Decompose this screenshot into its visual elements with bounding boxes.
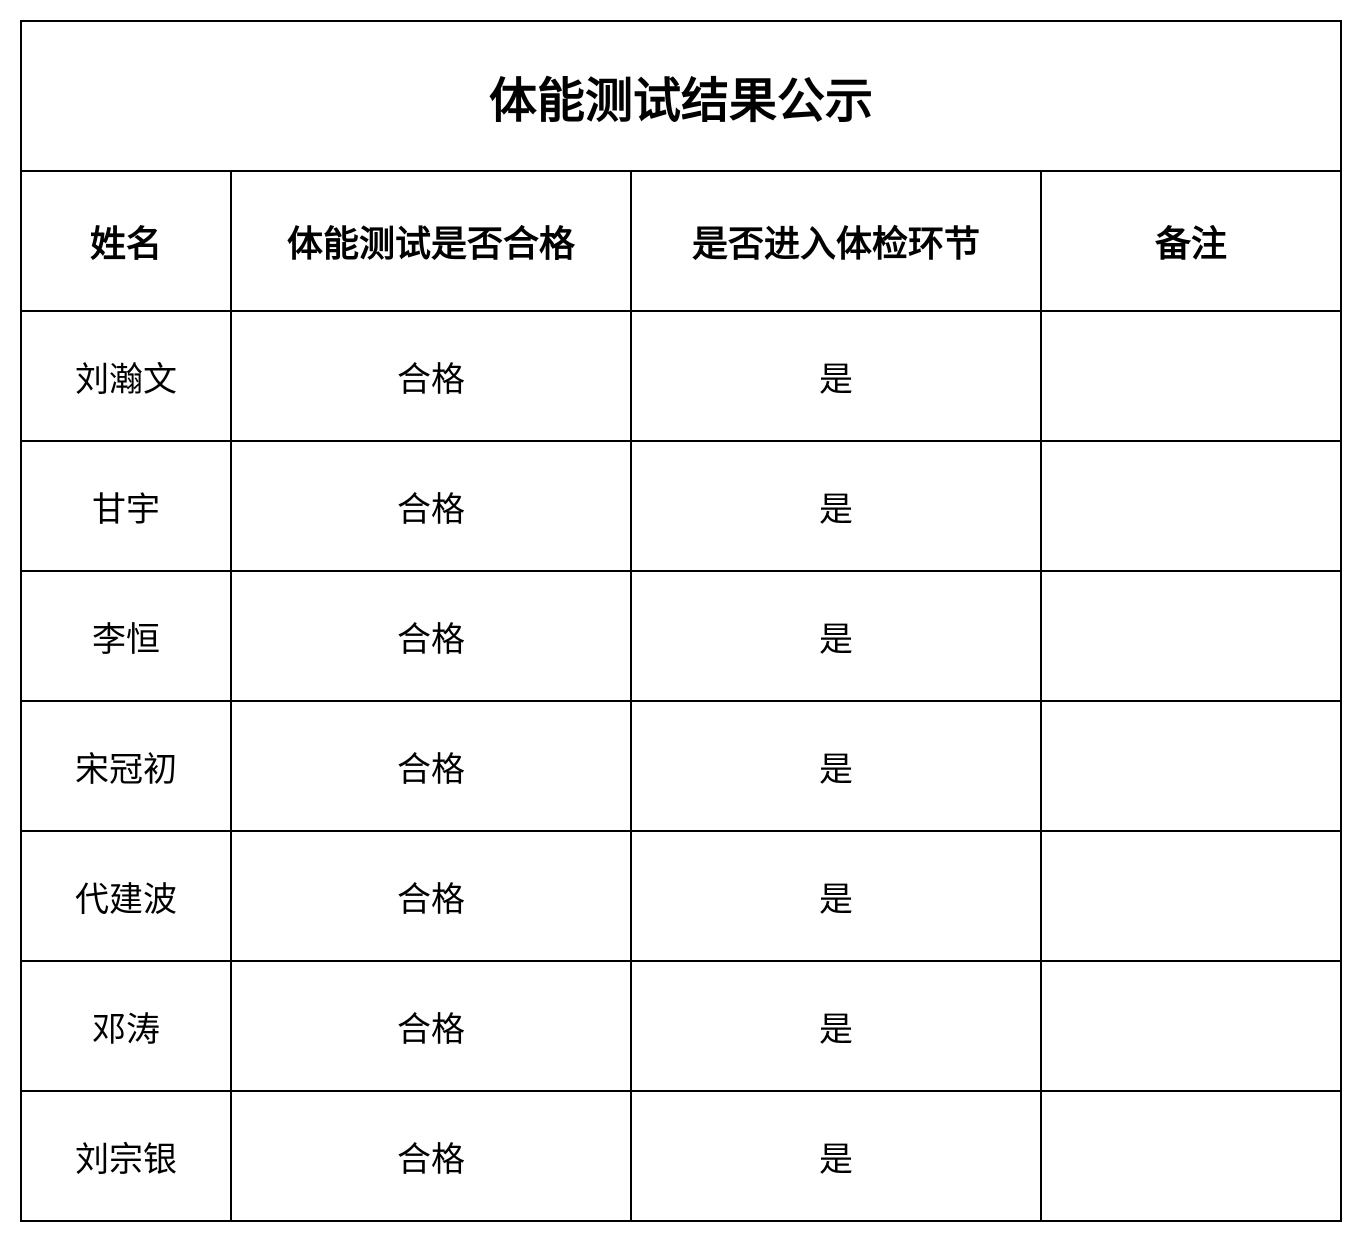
cell-medical-check: 是	[631, 571, 1041, 701]
table-body: 刘瀚文 合格 是 甘宇 合格 是 李恒 合格 是 宋冠初 合格 是	[21, 311, 1341, 1221]
table-row: 刘瀚文 合格 是	[21, 311, 1341, 441]
cell-name: 邓涛	[21, 961, 231, 1091]
cell-medical-check: 是	[631, 311, 1041, 441]
cell-test-result: 合格	[231, 831, 631, 961]
cell-medical-check: 是	[631, 701, 1041, 831]
column-header-medical: 是否进入体检环节	[631, 171, 1041, 311]
table-title-row: 体能测试结果公示	[21, 21, 1341, 171]
cell-name: 刘瀚文	[21, 311, 231, 441]
cell-remark	[1041, 311, 1341, 441]
table-title: 体能测试结果公示	[21, 21, 1341, 171]
table-header-row: 姓名 体能测试是否合格 是否进入体检环节 备注	[21, 171, 1341, 311]
cell-remark	[1041, 831, 1341, 961]
table-row: 邓涛 合格 是	[21, 961, 1341, 1091]
cell-test-result: 合格	[231, 441, 631, 571]
column-header-name: 姓名	[21, 171, 231, 311]
table-row: 刘宗银 合格 是	[21, 1091, 1341, 1221]
cell-test-result: 合格	[231, 311, 631, 441]
cell-test-result: 合格	[231, 701, 631, 831]
cell-test-result: 合格	[231, 1091, 631, 1221]
results-table: 体能测试结果公示 姓名 体能测试是否合格 是否进入体检环节 备注 刘瀚文 合格 …	[20, 20, 1342, 1222]
cell-name: 甘宇	[21, 441, 231, 571]
cell-remark	[1041, 1091, 1341, 1221]
table-row: 甘宇 合格 是	[21, 441, 1341, 571]
cell-remark	[1041, 571, 1341, 701]
cell-name: 代建波	[21, 831, 231, 961]
cell-name: 刘宗银	[21, 1091, 231, 1221]
cell-medical-check: 是	[631, 961, 1041, 1091]
cell-medical-check: 是	[631, 441, 1041, 571]
cell-remark	[1041, 961, 1341, 1091]
cell-test-result: 合格	[231, 571, 631, 701]
cell-remark	[1041, 701, 1341, 831]
table-row: 宋冠初 合格 是	[21, 701, 1341, 831]
cell-medical-check: 是	[631, 831, 1041, 961]
column-header-test: 体能测试是否合格	[231, 171, 631, 311]
cell-remark	[1041, 441, 1341, 571]
results-table-container: 体能测试结果公示 姓名 体能测试是否合格 是否进入体检环节 备注 刘瀚文 合格 …	[20, 20, 1342, 1222]
cell-medical-check: 是	[631, 1091, 1041, 1221]
table-row: 代建波 合格 是	[21, 831, 1341, 961]
table-row: 李恒 合格 是	[21, 571, 1341, 701]
cell-name: 李恒	[21, 571, 231, 701]
column-header-remark: 备注	[1041, 171, 1341, 311]
cell-name: 宋冠初	[21, 701, 231, 831]
cell-test-result: 合格	[231, 961, 631, 1091]
